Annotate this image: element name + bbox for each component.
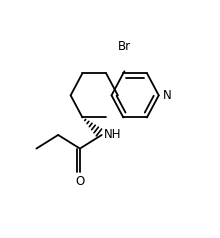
Text: Br: Br: [118, 40, 131, 53]
Text: N: N: [163, 89, 171, 102]
Text: O: O: [75, 175, 84, 188]
Text: NH: NH: [104, 128, 122, 140]
